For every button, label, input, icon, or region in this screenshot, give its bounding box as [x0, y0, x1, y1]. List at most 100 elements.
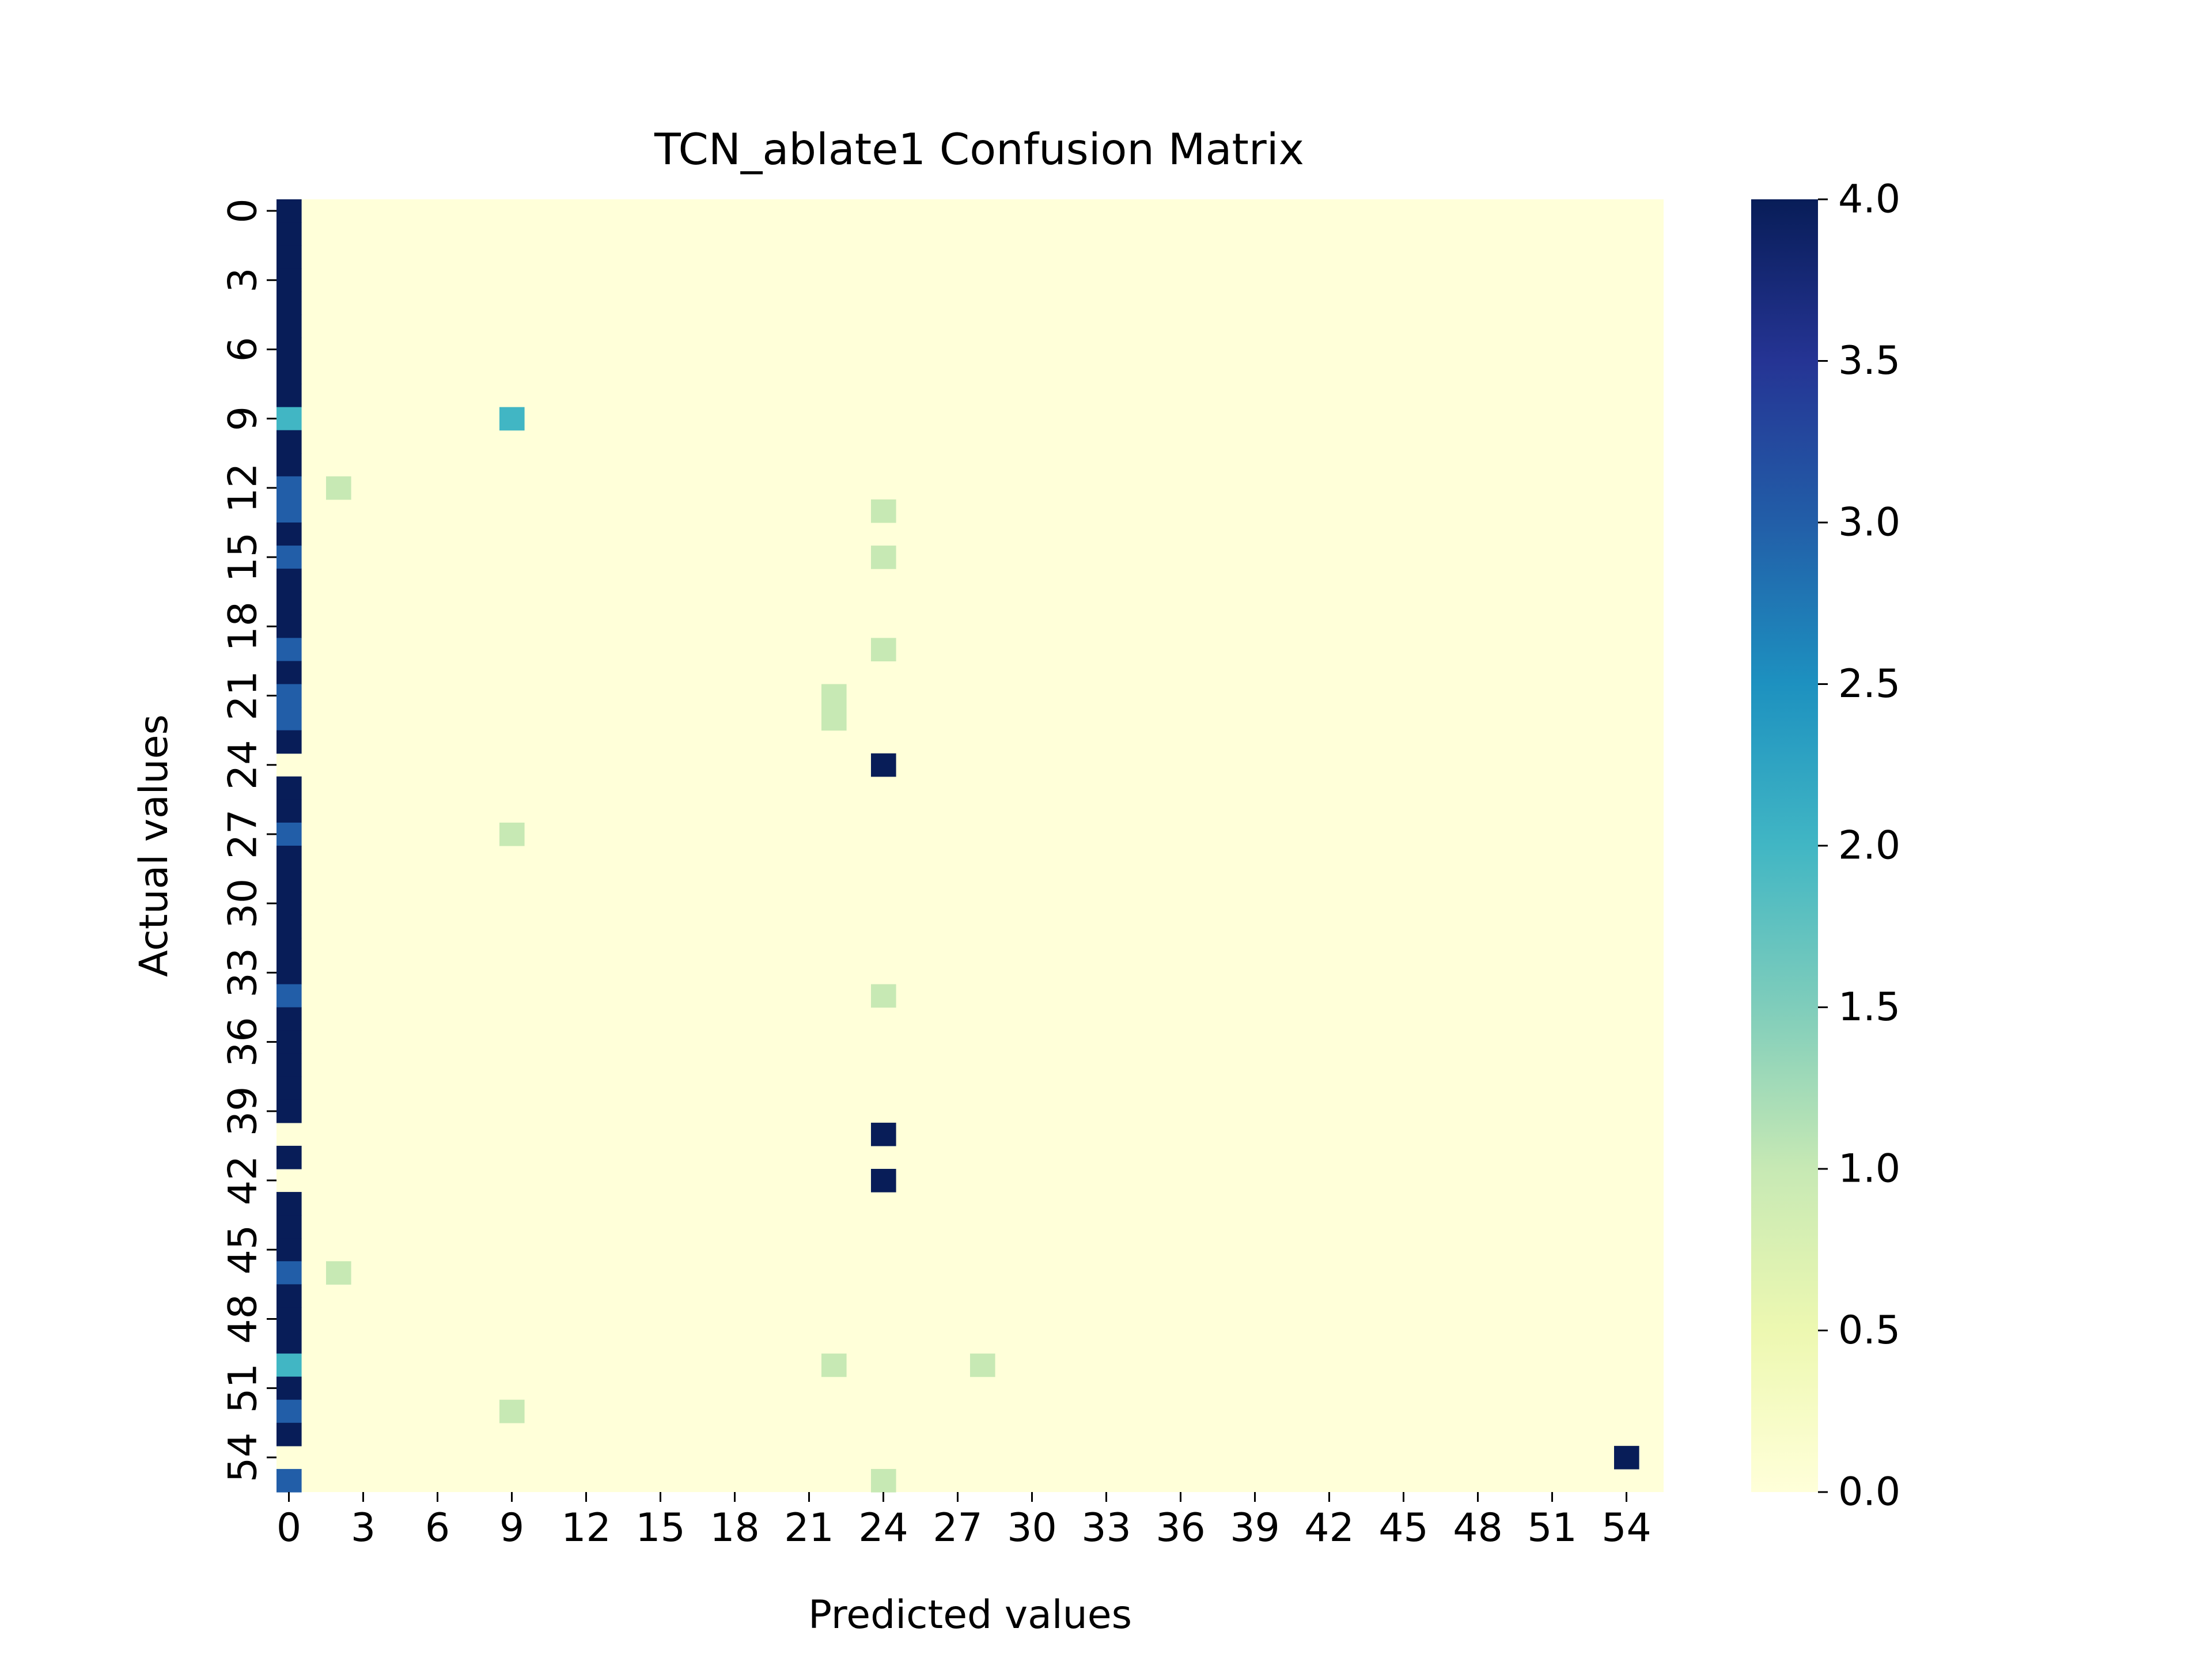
heatmap-cell	[276, 684, 302, 708]
heatmap-cell	[276, 453, 302, 477]
heatmap-cell	[821, 707, 847, 731]
x-tick-label: 0	[276, 1505, 301, 1551]
heatmap-cell	[276, 291, 302, 315]
heatmap-cell	[276, 822, 302, 846]
heatmap-cell	[871, 1468, 896, 1493]
heatmap-cell	[276, 1422, 302, 1447]
heatmap-cell	[276, 430, 302, 454]
y-tick-label: 30	[221, 879, 266, 929]
heatmap-cell	[276, 1007, 302, 1031]
heatmap-cell	[276, 730, 302, 754]
y-tick-label: 48	[221, 1294, 266, 1344]
y-tick-label: 21	[221, 671, 266, 721]
heatmap-cell	[499, 822, 525, 846]
heatmap-cell	[276, 1468, 302, 1493]
heatmap-background	[276, 199, 1664, 1492]
y-tick-label: 18	[221, 601, 266, 652]
heatmap-cell	[871, 753, 896, 777]
x-tick-label: 21	[784, 1505, 834, 1551]
x-tick-label: 48	[1453, 1505, 1503, 1551]
heatmap-cell	[276, 315, 302, 339]
heatmap-cell	[276, 915, 302, 938]
heatmap-cell	[276, 1099, 302, 1123]
heatmap-cell	[970, 1353, 995, 1377]
y-tick-label: 27	[221, 809, 266, 860]
colorbar-tick-label: 0.5	[1838, 1308, 1900, 1353]
x-tick-label: 18	[710, 1505, 760, 1551]
colorbar-tick-label: 4.0	[1838, 177, 1900, 222]
heatmap-cell	[276, 1215, 302, 1239]
heatmap-cell	[871, 1122, 896, 1146]
colorbar	[1751, 199, 1818, 1492]
x-tick-label: 12	[561, 1505, 611, 1551]
y-tick-label: 15	[221, 532, 266, 582]
x-tick-label: 54	[1601, 1505, 1652, 1551]
heatmap-cell	[276, 892, 302, 915]
y-tick-label: 0	[221, 198, 266, 223]
heatmap-cell	[276, 1376, 302, 1400]
x-tick-label: 33	[1081, 1505, 1131, 1551]
heatmap-cell	[276, 546, 302, 569]
y-tick-label: 24	[221, 740, 266, 790]
heatmap-cell	[276, 776, 302, 800]
heatmap-cell	[276, 1238, 302, 1262]
chart-title: TCN_ablate1 Confusion Matrix	[654, 124, 1304, 175]
heatmap-cell	[276, 984, 302, 1008]
heatmap-cell	[276, 1261, 302, 1285]
colorbar-tick-label: 2.5	[1838, 661, 1900, 707]
heatmap-cell	[276, 707, 302, 731]
heatmap-cell	[276, 268, 302, 292]
heatmap-cell	[276, 799, 302, 823]
heatmap-cell	[276, 1330, 302, 1354]
heatmap-cell	[871, 638, 896, 662]
heatmap-cells	[276, 199, 1639, 1493]
y-tick-label: 33	[221, 948, 266, 998]
heatmap-cell	[276, 384, 302, 408]
colorbar-tick-label: 1.5	[1838, 985, 1900, 1030]
colorbar-tick-label: 3.0	[1838, 500, 1900, 546]
heatmap-cell	[276, 661, 302, 685]
colorbar-tick-label: 2.0	[1838, 823, 1900, 869]
heatmap-cell	[276, 869, 302, 892]
heatmap-cell	[276, 1076, 302, 1100]
x-tick-label: 45	[1378, 1505, 1429, 1551]
x-tick-label: 9	[499, 1505, 524, 1551]
heatmap-cell	[821, 684, 847, 708]
y-axis-label: Actual values	[131, 714, 177, 977]
heatmap-cell	[276, 1053, 302, 1077]
heatmap-cell	[276, 1284, 302, 1308]
heatmap-cell	[276, 592, 302, 615]
heatmap-cell	[276, 1307, 302, 1331]
x-axis-label: Predicted values	[808, 1592, 1132, 1638]
x-tick-label: 39	[1230, 1505, 1280, 1551]
heatmap-cell	[276, 569, 302, 592]
heatmap-cell	[276, 199, 302, 223]
heatmap-cell	[276, 1353, 302, 1377]
heatmap-cell	[326, 1261, 351, 1285]
heatmap-cell	[276, 407, 302, 431]
heatmap-cell	[276, 1399, 302, 1424]
heatmap-cell	[871, 499, 896, 523]
y-tick-label: 45	[221, 1225, 266, 1275]
heatmap-cell	[276, 245, 302, 269]
heatmap-cell	[276, 499, 302, 523]
x-tick-label: 3	[351, 1505, 376, 1551]
heatmap-cell	[276, 338, 302, 362]
x-axis-ticks: 0 3 6 9 12 15 18 21 24 27 30 33 36 39 42 45 48 51 54	[276, 1492, 1652, 1551]
y-tick-label: 36	[221, 1017, 266, 1067]
y-tick-label: 39	[221, 1086, 266, 1137]
heatmap-cell	[499, 407, 525, 431]
x-tick-label: 27	[933, 1505, 983, 1551]
x-tick-label: 36	[1156, 1505, 1206, 1551]
heatmap-cell	[276, 476, 302, 500]
heatmap-cell	[871, 546, 896, 569]
y-tick-label: 54	[221, 1433, 266, 1483]
heatmap-cell	[276, 222, 302, 246]
y-tick-label: 6	[221, 337, 266, 362]
y-tick-label: 42	[221, 1156, 266, 1206]
x-tick-label: 42	[1304, 1505, 1354, 1551]
colorbar-tick-label: 1.0	[1838, 1146, 1900, 1192]
